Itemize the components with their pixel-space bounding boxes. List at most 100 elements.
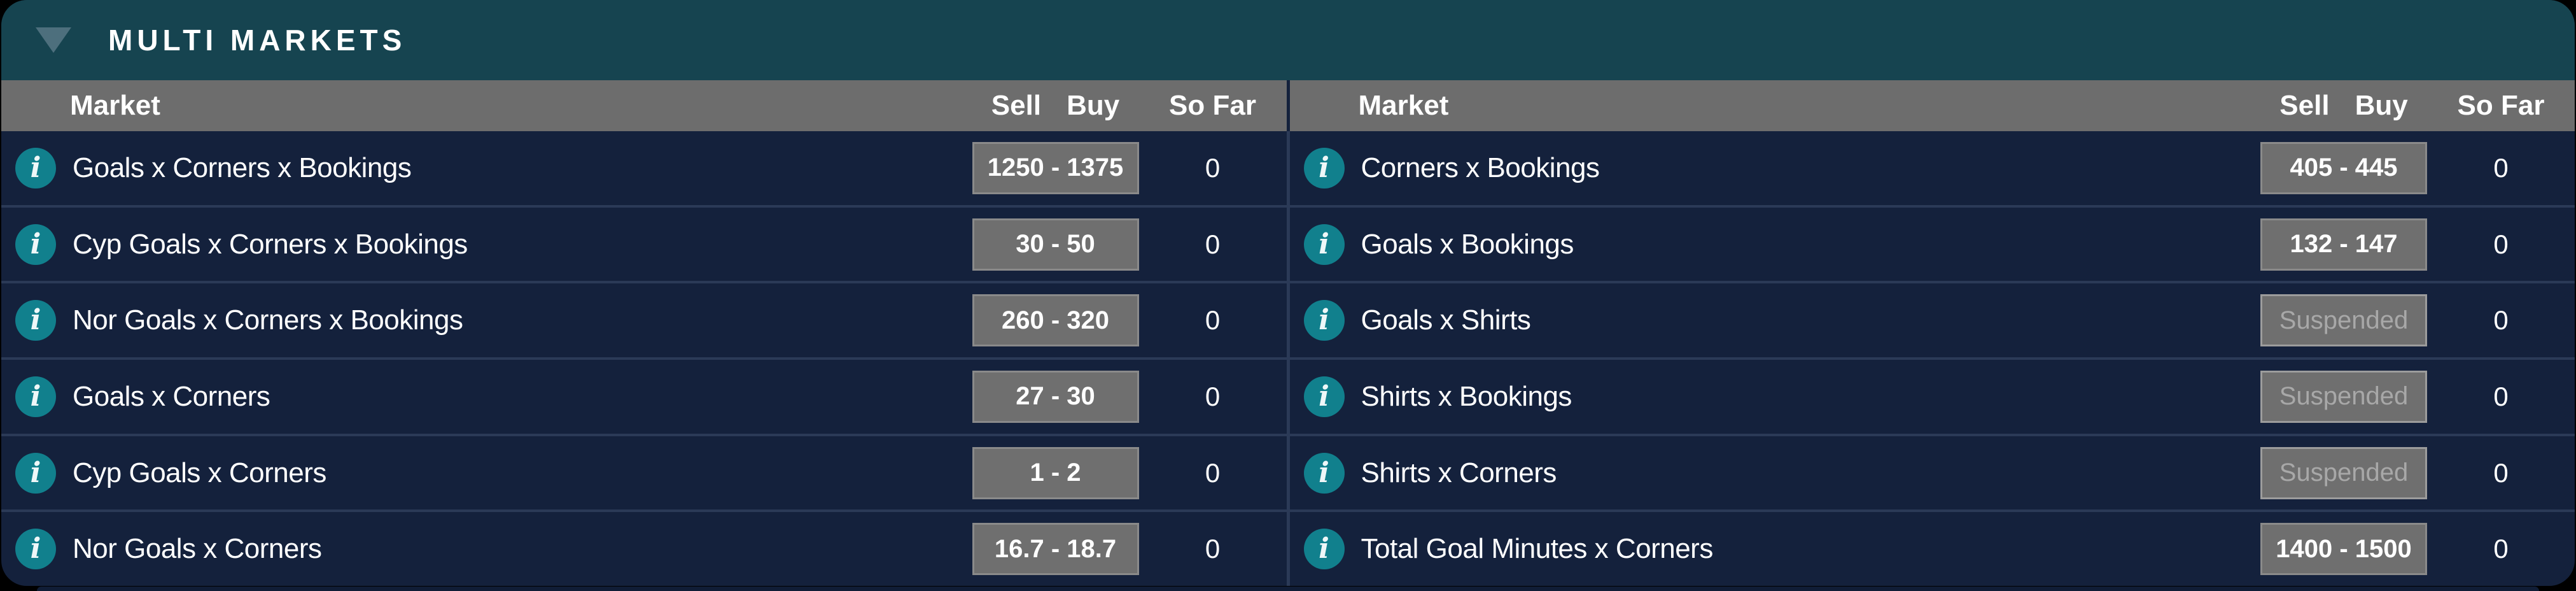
market-row: i Total Goal Minutes x Corners 1400 - 1500… [1289, 509, 2575, 586]
collapse-triangle-icon[interactable] [36, 27, 71, 53]
column-header-row: Market Sell Buy So Far [1289, 80, 2575, 131]
market-row: i Goals x Bookings 132 - 147 0 [1289, 204, 2575, 281]
market-cell: i Goals x Shirts [1290, 300, 2261, 341]
market-cell: i Nor Goals x Corners x Bookings [1, 300, 972, 341]
market-rows-left: i Goals x Corners x Bookings 1250 - 1375 0 i… [1, 131, 1287, 586]
market-label: Shirts x Bookings [1361, 380, 1572, 412]
sell-buy-price-button[interactable]: 405 - 445 [2260, 141, 2427, 194]
sell-buy-price-button[interactable]: 132 - 147 [2260, 218, 2427, 271]
market-row: i Nor Goals x Corners 16.7 - 18.7 0 [1, 509, 1287, 586]
so-far-value: 0 [2493, 305, 2509, 336]
market-row: i Shirts x Corners Suspended 0 [1289, 433, 2575, 510]
market-table-left: Market Sell Buy So Far i Goals x Corners … [1, 80, 1287, 586]
market-cell: i Goals x Corners [1, 376, 972, 417]
market-label: Goals x Corners x Bookings [73, 152, 412, 183]
price-cell: 1250 - 1375 [972, 141, 1139, 194]
so-far-value: 0 [1205, 534, 1221, 564]
suspended-button: Suspended [2260, 370, 2427, 423]
column-header-buy: Buy [2355, 90, 2408, 121]
column-header-sofar: So Far [1169, 90, 1256, 121]
market-label: Cyp Goals x Corners x Bookings [73, 228, 468, 260]
market-row: i Cyp Goals x Corners x Bookings 30 - 50 0 [1, 204, 1287, 281]
so-far-value: 0 [2493, 381, 2509, 411]
market-cell: i Nor Goals x Corners [1, 529, 972, 570]
market-label: Nor Goals x Corners x Bookings [73, 304, 463, 336]
market-cell: i Corners x Bookings [1290, 147, 2261, 189]
market-cell: i Cyp Goals x Corners x Bookings [1, 224, 972, 265]
info-icon[interactable]: i [1303, 529, 1345, 570]
column-header-sellbuy: Sell Buy [2260, 90, 2427, 122]
suspended-button: Suspended [2260, 446, 2427, 499]
sell-buy-price-button[interactable]: 27 - 30 [972, 370, 1139, 423]
market-cell: i Shirts x Bookings [1290, 376, 2261, 417]
market-row: i Goals x Corners 27 - 30 0 [1, 357, 1287, 434]
column-header-market: Market [70, 90, 160, 121]
price-cell: 27 - 30 [972, 370, 1139, 423]
market-cell: i Cyp Goals x Corners [1, 452, 972, 494]
price-cell: Suspended [2260, 370, 2427, 423]
market-table-right: Market Sell Buy So Far i Corners x Bookin… [1289, 80, 2575, 586]
info-icon[interactable]: i [1303, 452, 1345, 494]
table-divider [1286, 80, 1290, 586]
market-cell: i Goals x Corners x Bookings [1, 147, 972, 189]
info-icon[interactable]: i [15, 452, 56, 494]
so-far-value: 0 [1205, 457, 1221, 488]
market-label: Shirts x Corners [1361, 457, 1557, 488]
market-row: i Goals x Shirts Suspended 0 [1289, 281, 2575, 357]
next-section-top-edge [37, 587, 2539, 591]
info-icon[interactable]: i [15, 224, 56, 265]
info-icon[interactable]: i [15, 300, 56, 341]
column-header-sellbuy: Sell Buy [972, 90, 1139, 122]
so-far-value: 0 [1205, 229, 1221, 259]
market-cell: i Goals x Bookings [1290, 224, 2261, 265]
price-cell: 132 - 147 [2260, 218, 2427, 271]
sell-buy-price-button[interactable]: 1400 - 1500 [2260, 523, 2427, 576]
so-far-value: 0 [1205, 381, 1221, 411]
market-label: Goals x Bookings [1361, 228, 1574, 260]
info-icon[interactable]: i [1303, 147, 1345, 189]
market-label: Nor Goals x Corners [73, 533, 322, 565]
column-header-buy: Buy [1067, 90, 1120, 121]
so-far-value: 0 [2493, 534, 2509, 564]
so-far-value: 0 [2493, 229, 2509, 259]
sell-buy-price-button[interactable]: 1250 - 1375 [972, 141, 1139, 194]
sell-buy-price-button[interactable]: 260 - 320 [972, 294, 1139, 347]
market-rows-right: i Corners x Bookings 405 - 445 0 i Goals x Bo… [1289, 131, 2575, 586]
sell-buy-price-button[interactable]: 30 - 50 [972, 218, 1139, 271]
suspended-button: Suspended [2260, 294, 2427, 347]
info-icon[interactable]: i [15, 147, 56, 189]
so-far-value: 0 [2493, 457, 2509, 488]
sell-buy-price-button[interactable]: 1 - 2 [972, 446, 1139, 499]
info-icon[interactable]: i [1303, 224, 1345, 265]
info-icon[interactable]: i [15, 529, 56, 570]
info-icon[interactable]: i [15, 376, 56, 417]
market-row: i Corners x Bookings 405 - 445 0 [1290, 131, 2575, 205]
panel-header[interactable]: MULTI MARKETS [1, 0, 2575, 80]
tables-container: Market Sell Buy So Far i Goals x Corners … [1, 80, 2575, 586]
panel-title: MULTI MARKETS [108, 24, 407, 57]
column-header-sell: Sell [2279, 90, 2330, 121]
market-label: Cyp Goals x Corners [73, 457, 326, 488]
market-row: i Cyp Goals x Corners 1 - 2 0 [1, 433, 1287, 510]
market-row: i Goals x Corners x Bookings 1250 - 1375 0 [1, 131, 1287, 205]
column-header-row: Market Sell Buy So Far [1, 80, 1287, 131]
so-far-value: 0 [1205, 305, 1221, 336]
market-row: i Nor Goals x Corners x Bookings 260 - 320… [1, 281, 1287, 357]
market-cell: i Shirts x Corners [1290, 452, 2261, 494]
market-cell: i Total Goal Minutes x Corners [1290, 529, 2261, 570]
sell-buy-price-button[interactable]: 16.7 - 18.7 [972, 523, 1139, 576]
column-header-sofar: So Far [2457, 90, 2545, 121]
market-label: Total Goal Minutes x Corners [1361, 533, 1713, 565]
price-cell: Suspended [2260, 446, 2427, 499]
market-label: Goals x Corners [73, 380, 270, 412]
column-header-market: Market [1358, 90, 1449, 121]
price-cell: 260 - 320 [972, 294, 1139, 347]
market-label: Corners x Bookings [1361, 152, 1600, 183]
price-cell: 30 - 50 [972, 218, 1139, 271]
info-icon[interactable]: i [1303, 376, 1345, 417]
info-icon[interactable]: i [1303, 300, 1345, 341]
price-cell: 16.7 - 18.7 [972, 523, 1139, 576]
price-cell: Suspended [2260, 294, 2427, 347]
